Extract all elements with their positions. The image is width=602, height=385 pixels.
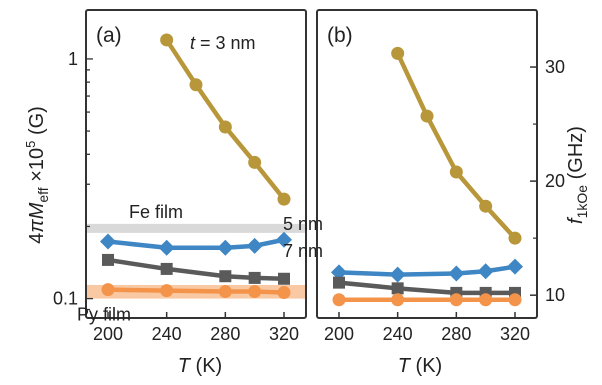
plot-frame-a (85, 9, 307, 319)
data-point (218, 120, 232, 134)
data-point (391, 46, 405, 60)
data-point (420, 109, 434, 123)
data-point (389, 266, 406, 283)
x-tick-label: 240 (383, 324, 413, 344)
series-f4944a (101, 283, 291, 300)
data-point (479, 293, 493, 307)
data-point (246, 237, 263, 254)
x-tick-label: 280 (441, 324, 471, 344)
panel-label: (a) (96, 24, 122, 47)
y-axis-label-b: f1kOe (GHz) (565, 126, 590, 224)
series-t-3-nm (160, 33, 291, 206)
data-point (189, 78, 203, 92)
data-point (448, 265, 465, 282)
series-line (395, 52, 517, 240)
x-tick-label: 200 (93, 324, 123, 344)
data-point (248, 285, 262, 299)
data-point (333, 276, 345, 289)
data-point (101, 283, 115, 297)
y-axis-label-a: 4πMeff ×105 (G) (23, 106, 51, 244)
series-t-3-nm (391, 46, 522, 245)
data-point (248, 155, 262, 169)
data-point (449, 165, 463, 179)
data-point (479, 199, 493, 213)
data-point (507, 258, 523, 275)
data-point (331, 264, 347, 281)
data-point (160, 33, 174, 47)
data-point (278, 272, 290, 285)
data-point (160, 284, 174, 298)
band-label-py-film: Py film (77, 305, 131, 325)
annotation-5nm: 5 nm (283, 214, 323, 234)
data-point (100, 233, 116, 250)
x-tick-label: 320 (269, 324, 299, 344)
data-point (449, 293, 463, 307)
panel-label: (b) (327, 24, 353, 47)
x-tick-label: 240 (152, 324, 182, 344)
y-tick-label: 10 (545, 285, 565, 305)
y-tick-label: 0.1 (53, 289, 78, 309)
data-point (248, 271, 261, 284)
panel-a: 200 240 280 320 0.1 1 (a) t = 3 nm 5 nm 7 nm Fe fi… (53, 9, 323, 344)
data-point (160, 262, 173, 275)
panel-b: 200 240 280 320 10 20 30 (b) (316, 9, 565, 344)
data-point (158, 239, 175, 256)
reference-band-fe-film (87, 223, 305, 233)
annotation-7nm: 7 nm (283, 241, 323, 261)
axis-labels: T (K) T (K) 4πMeff ×105 (G) f1kOe (GHz) (23, 106, 590, 377)
series-5-nm (331, 258, 523, 283)
annotation-t3: t = 3 nm (190, 33, 256, 53)
x-tick-label: 200 (324, 324, 354, 344)
data-point (332, 293, 346, 307)
y-tick-label: 30 (545, 57, 565, 77)
x-tick-label: 320 (500, 324, 530, 344)
series-5-nm (100, 231, 292, 256)
series-line (164, 38, 286, 201)
data-point (508, 231, 522, 245)
data-point (277, 192, 291, 206)
y-tick-label: 1 (68, 49, 78, 69)
data-point (219, 270, 232, 283)
data-point (217, 239, 234, 256)
series-7-nm (333, 276, 521, 299)
data-point (277, 286, 291, 300)
series-7-nm (102, 253, 290, 285)
y-tick-label: 20 (545, 171, 565, 191)
x-axis-label-b: T (K) (398, 355, 442, 377)
series-f4944a (332, 293, 522, 307)
data-point (102, 253, 114, 266)
data-point (477, 263, 494, 280)
data-point (276, 231, 292, 248)
data-point (391, 282, 404, 295)
data-point (508, 293, 522, 307)
data-point (218, 285, 232, 299)
x-tick-label: 280 (210, 324, 240, 344)
x-axis-label-a: T (K) (178, 355, 222, 377)
plot-frame-b (316, 9, 538, 319)
band-label-fe-film: Fe film (129, 202, 183, 222)
data-point (391, 293, 405, 307)
